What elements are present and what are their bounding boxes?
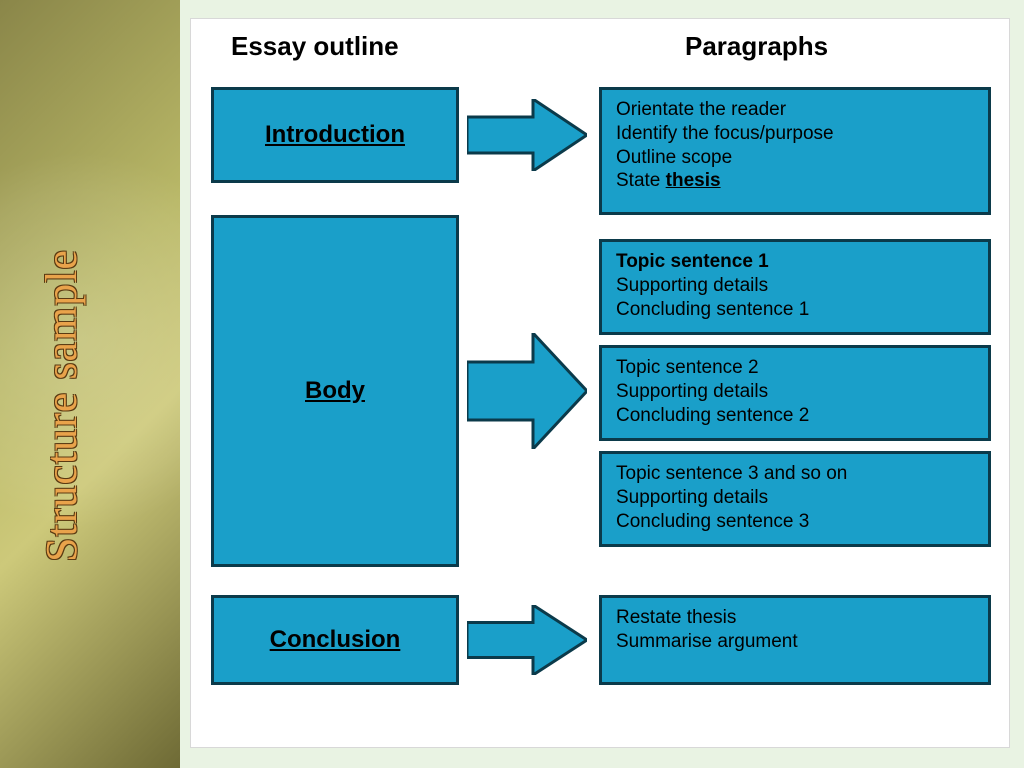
- para-box-intro-para: Orientate the readerIdentify the focus/p…: [599, 87, 991, 215]
- para-box-body-para-1: Topic sentence 1Supporting detailsConclu…: [599, 239, 991, 335]
- para-line: Topic sentence 2: [616, 356, 974, 380]
- para-box-body-para-2: Topic sentence 2Supporting detailsConclu…: [599, 345, 991, 441]
- arrow-conclusion: [467, 605, 587, 675]
- outline-box-conclusion: Conclusion: [211, 595, 459, 685]
- para-line: Identify the focus/purpose: [616, 122, 974, 146]
- col-header-right: Paragraphs: [685, 31, 828, 62]
- sidebar-decor: [0, 0, 180, 768]
- outline-box-intro: Introduction: [211, 87, 459, 183]
- para-line: Outline scope: [616, 146, 974, 170]
- para-line: Supporting details: [616, 274, 974, 298]
- col-header-left: Essay outline: [231, 31, 399, 62]
- para-line: Orientate the reader: [616, 98, 974, 122]
- para-line: Concluding sentence 3: [616, 510, 974, 534]
- para-line: Concluding sentence 2: [616, 404, 974, 428]
- para-line: Supporting details: [616, 486, 974, 510]
- para-line: Topic sentence 3 and so on: [616, 462, 974, 486]
- para-line: Restate thesis: [616, 606, 974, 630]
- arrow-body: [467, 333, 587, 449]
- outline-label-intro: Introduction: [265, 121, 405, 149]
- para-line: Supporting details: [616, 380, 974, 404]
- para-line: State thesis: [616, 169, 974, 193]
- outline-label-body: Body: [305, 377, 365, 405]
- essay-structure-diagram: Essay outline Paragraphs Introduction Bod…: [190, 18, 1010, 748]
- para-box-conclusion-para: Restate thesisSummarise argument: [599, 595, 991, 685]
- outline-box-body: Body: [211, 215, 459, 567]
- slide-title: Structure sample: [36, 249, 87, 562]
- arrow-intro: [467, 99, 587, 171]
- para-line: Topic sentence 1: [616, 250, 974, 274]
- outline-label-conclusion: Conclusion: [270, 626, 401, 654]
- para-box-body-para-3: Topic sentence 3 and so onSupporting det…: [599, 451, 991, 547]
- para-line: Summarise argument: [616, 630, 974, 654]
- para-line: Concluding sentence 1: [616, 298, 974, 322]
